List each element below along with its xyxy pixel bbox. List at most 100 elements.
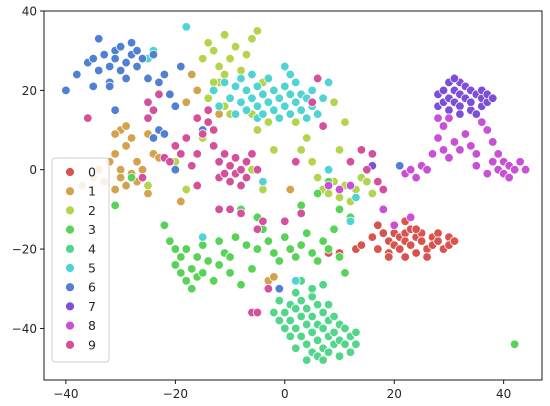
data-point [274,295,285,306]
data-point [477,117,487,127]
data-point [488,137,498,147]
legend-marker [65,167,75,177]
data-point [356,145,367,155]
data-point [115,42,126,52]
data-point [334,351,345,361]
data-point [165,236,175,246]
data-point [318,280,328,290]
data-point [181,184,191,195]
data-point [241,172,252,183]
data-point [334,252,345,262]
data-point [159,69,170,80]
data-point [230,42,241,52]
data-point [148,105,159,115]
data-point [252,307,263,318]
legend-marker [65,282,75,293]
x-tick-label: 20 [387,387,402,401]
plot-frame [43,10,543,381]
data-point [307,327,317,338]
data-point [94,34,104,44]
data-point [493,149,503,159]
data-point [219,69,230,80]
data-point [187,69,197,80]
data-point [252,224,263,234]
series-7 [367,73,498,171]
data-point [176,149,186,159]
data-point [274,256,285,266]
data-point [236,280,246,290]
data-point [154,89,164,100]
data-point [170,244,181,254]
data-point [88,53,98,64]
data-point [416,236,427,246]
data-point [438,145,449,155]
data-point [219,149,230,159]
data-point [312,172,323,183]
data-point [258,184,268,195]
data-point [312,256,323,266]
data-point [203,117,213,127]
data-point [291,303,301,314]
data-point [247,149,257,159]
data-point [203,93,213,103]
data-point [291,157,301,167]
data-point [258,89,268,100]
data-point [280,81,290,92]
data-point [104,81,115,92]
data-point [285,109,295,119]
data-point [208,85,219,96]
data-point [143,180,153,191]
data-point [291,117,301,127]
data-point [345,180,356,191]
data-point [110,129,120,139]
data-point [356,240,367,250]
data-point [296,331,306,342]
data-point [94,65,104,76]
data-point [449,73,460,84]
data-point [110,105,120,115]
data-point [208,77,219,88]
data-point [236,65,246,76]
data-point [219,30,230,40]
legend-marker [65,339,75,350]
data-point [307,284,317,294]
data-point [291,77,301,88]
data-point [263,117,274,127]
data-point [121,180,131,191]
x-tick-label: 0 [281,387,289,401]
legend-marker [65,301,75,312]
data-point [121,121,131,131]
y-tick-label: 0 [29,163,37,177]
data-point [345,216,356,226]
data-point [471,149,482,159]
data-point [225,268,235,278]
data-point [115,172,126,183]
data-point [225,93,235,103]
data-point [241,49,252,60]
data-point [422,165,432,175]
data-point [373,244,383,254]
data-point [296,145,306,155]
legend-marker [65,263,75,273]
y-tick-label: 20 [22,84,37,98]
data-point [258,176,268,187]
data-point [280,232,290,242]
data-point [318,121,328,131]
legend-label: 8 [88,318,96,333]
data-point [340,117,350,127]
data-point [274,93,285,103]
data-point [83,113,93,123]
data-point [181,97,191,107]
data-point [126,172,137,183]
data-point [241,85,252,96]
data-point [241,105,252,115]
data-point [280,307,290,318]
legend-marker [65,243,75,254]
data-point [132,61,142,72]
data-point [236,73,246,84]
data-point [236,180,246,191]
data-point [159,220,170,230]
data-point [121,73,131,84]
data-point [318,307,328,318]
